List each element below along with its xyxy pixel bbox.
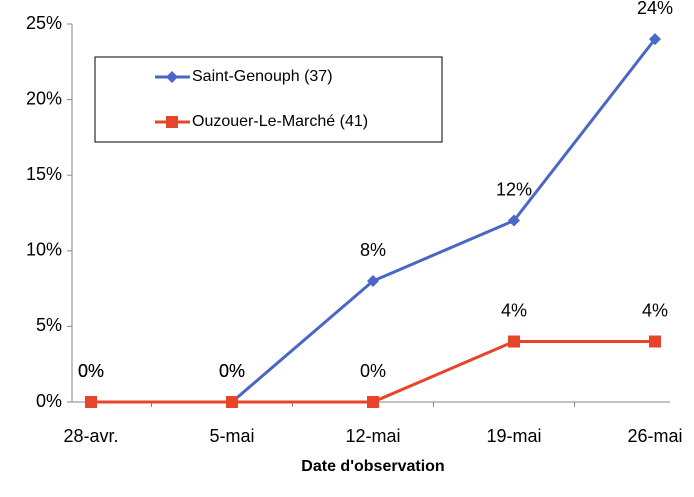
legend-marker [166,71,178,83]
data-label: 12% [496,179,532,199]
data-label: 0% [219,361,245,381]
data-point [367,396,379,408]
data-label: 0% [360,361,386,381]
data-label: 24% [637,0,673,18]
x-tick-label: 19-mai [486,426,541,446]
data-label: 4% [642,300,668,320]
y-tick-label: 20% [26,88,62,108]
y-tick-label: 10% [26,240,62,260]
data-label: 0% [219,361,245,381]
data-point [367,275,379,288]
data-label: 0% [78,361,104,381]
data-label: 8% [360,240,386,260]
legend-label: Saint-Genouph (37) [192,68,333,85]
x-axis-title: Date d'observation [301,458,444,475]
data-point [508,214,520,227]
x-tick-label: 28-avr. [63,426,118,446]
x-tick-label: 5-mai [209,426,254,446]
data-point [226,396,238,408]
data-point [85,396,97,408]
data-point [649,335,661,348]
y-tick-label: 5% [36,315,62,335]
legend-marker [166,116,178,128]
legend-label: Ouzouer-Le-Marché (41) [192,113,368,130]
x-tick-label: 26-mai [627,426,682,446]
data-label: 4% [501,300,527,320]
data-label: 0% [78,361,104,381]
y-tick-label: 25% [26,13,62,33]
y-tick-label: 0% [36,391,62,411]
x-tick-label: 12-mai [345,426,400,446]
data-point [508,335,520,348]
y-tick-label: 15% [26,164,62,184]
legend-box [94,56,443,143]
data-point [649,33,661,46]
